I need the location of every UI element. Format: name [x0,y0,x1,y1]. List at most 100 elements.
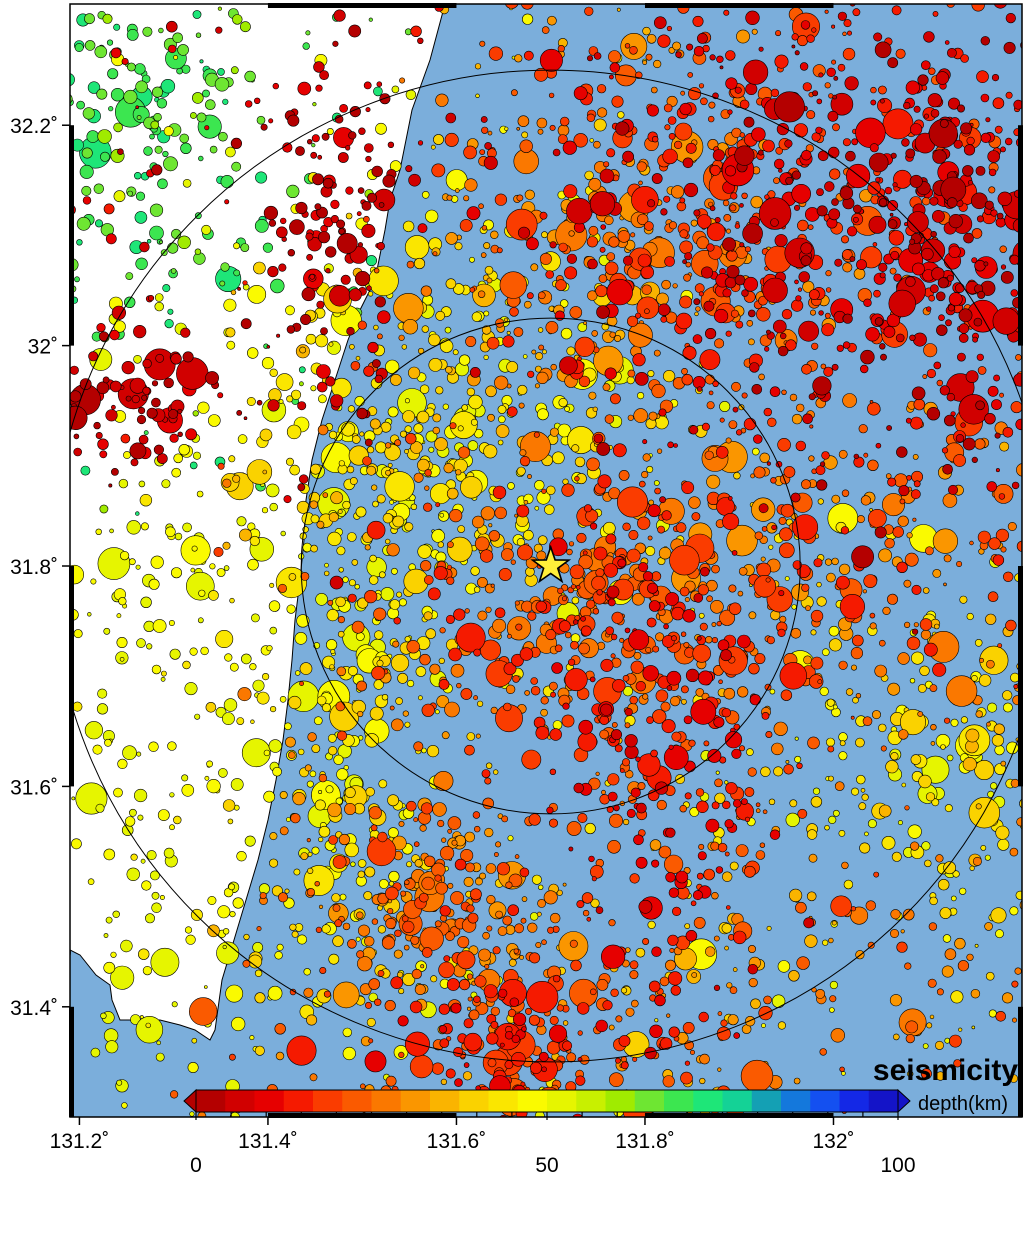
earthquake-marker [802,413,813,425]
earthquake-marker [793,1077,801,1085]
earthquake-marker [410,25,422,37]
earthquake-marker [550,363,557,371]
earthquake-marker [602,383,611,392]
earthquake-marker [726,250,738,262]
earthquake-marker [486,277,493,284]
earthquake-marker [148,741,159,752]
earthquake-marker [123,89,138,104]
earthquake-marker [827,110,839,122]
earthquake-marker [285,305,295,316]
earthquake-marker [719,65,724,70]
earthquake-marker [470,418,478,426]
earthquake-marker [929,284,939,294]
earthquake-marker [55,429,69,443]
frame-bar-bottom [644,1113,834,1118]
earthquake-marker [921,247,934,261]
earthquake-marker [931,798,940,807]
earthquake-marker [465,335,477,347]
earthquake-marker [773,766,784,777]
earthquake-marker [922,1043,929,1049]
earthquake-marker [791,413,803,425]
earthquake-marker [230,137,242,149]
earthquake-marker [370,824,378,832]
earthquake-marker [860,787,866,793]
earthquake-marker [509,997,519,1007]
earthquake-marker [348,288,362,302]
earthquake-marker [151,380,159,387]
earthquake-marker [674,122,693,141]
earthquake-marker [743,417,757,431]
earthquake-marker [110,87,125,102]
earthquake-marker [570,640,579,650]
earthquake-marker [750,195,763,209]
earthquake-marker [596,107,608,118]
earthquake-marker [1024,450,1030,460]
earthquake-marker [176,357,209,390]
earthquake-marker [642,26,651,36]
earthquake-marker [291,930,299,938]
earthquake-marker [318,904,324,910]
earthquake-marker [672,283,678,289]
earthquake-marker [922,374,928,379]
earthquake-marker [828,638,842,652]
earthquake-marker [413,257,426,270]
earthquake-marker [986,721,991,727]
earthquake-marker [473,586,481,593]
earthquake-marker [95,219,104,228]
earthquake-marker [141,880,152,891]
earthquake-marker [995,1010,1007,1022]
earthquake-marker [596,305,610,319]
earthquake-marker [262,242,274,253]
earthquake-marker [534,505,540,511]
earthquake-marker [506,330,511,335]
earthquake-marker [113,122,123,133]
earthquake-marker [562,1020,569,1026]
earthquake-marker [913,398,926,411]
earthquake-marker [297,401,307,411]
earthquake-marker [638,480,646,488]
earthquake-marker [863,574,878,588]
earthquake-marker [610,729,622,741]
earthquake-marker [808,289,820,300]
earthquake-marker [70,390,82,403]
earthquake-marker [297,483,306,492]
earthquake-marker [256,691,270,705]
earthquake-marker [742,223,763,244]
earthquake-marker [797,808,808,819]
earthquake-marker [181,774,189,782]
earthquake-marker [830,895,852,917]
earthquake-marker [113,190,126,203]
earthquake-marker [246,396,256,406]
earthquake-marker [278,263,287,272]
earthquake-marker [812,90,819,97]
earthquake-marker [466,732,476,741]
earthquake-marker [962,165,974,177]
earthquake-marker [328,746,338,756]
earthquake-marker [622,818,630,826]
earthquake-marker [988,186,996,194]
colorbar-swatch [547,1090,577,1112]
earthquake-marker [368,265,399,297]
earthquake-marker [527,922,538,933]
earthquake-marker [921,197,931,206]
earthquake-marker [557,587,564,595]
earthquake-marker [151,164,163,176]
earthquake-marker [222,541,231,550]
earthquake-marker [728,420,738,429]
earthquake-marker [339,104,348,113]
earthquake-marker [715,770,720,775]
earthquake-marker [724,945,729,951]
earthquake-marker [608,813,623,828]
earthquake-marker [298,381,304,387]
earthquake-marker [899,498,906,505]
earthquake-marker [223,698,238,712]
earthquake-marker [589,676,596,683]
earthquake-marker [800,479,811,490]
earthquake-marker [336,768,349,781]
earthquake-marker [149,870,160,881]
earthquake-marker [304,764,312,772]
earthquake-marker [169,648,181,660]
earthquake-marker [432,413,442,423]
earthquake-marker [545,270,555,279]
earthquake-marker [599,168,615,184]
